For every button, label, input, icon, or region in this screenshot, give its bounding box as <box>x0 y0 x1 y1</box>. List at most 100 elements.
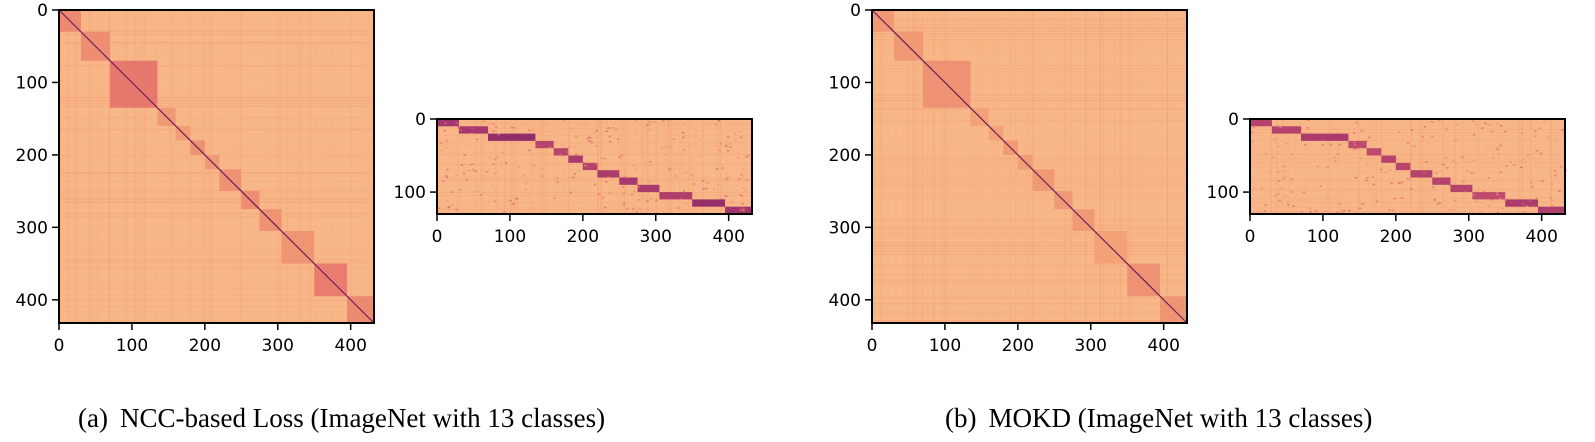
noise-col <box>620 119 623 214</box>
speckle <box>532 164 536 167</box>
noise-col <box>1550 119 1552 214</box>
speckle <box>1348 210 1351 212</box>
speckle <box>635 132 639 134</box>
noise-col <box>655 119 658 214</box>
speckle <box>1442 123 1445 125</box>
speckle <box>1541 180 1544 182</box>
noise-row <box>872 114 1187 116</box>
speckle <box>1451 209 1454 211</box>
noise-col <box>544 119 547 214</box>
noise-row <box>59 192 374 194</box>
speckle <box>604 206 607 209</box>
speckle <box>1463 191 1467 193</box>
noise-col <box>673 119 675 214</box>
noise-col <box>693 119 696 214</box>
speckle <box>717 183 720 186</box>
noise-col <box>556 119 559 214</box>
noise-col <box>1512 119 1514 214</box>
speckle <box>701 180 705 182</box>
noise-col <box>1419 119 1421 214</box>
noise-row <box>872 62 1187 64</box>
noise-col <box>600 119 602 214</box>
speckle <box>1445 129 1448 132</box>
noise-row <box>872 181 1187 183</box>
noise-row <box>872 143 1187 145</box>
noise-col <box>1184 10 1186 323</box>
speckle <box>632 164 635 166</box>
noise-row <box>1250 187 1565 189</box>
speckle <box>510 140 514 142</box>
speckle <box>1436 203 1440 205</box>
speckle <box>1520 166 1523 169</box>
speckle <box>1538 127 1542 129</box>
speckle <box>575 153 578 156</box>
noise-col <box>1119 10 1122 323</box>
speckle <box>1422 191 1426 193</box>
speckle <box>1355 121 1359 124</box>
speckle <box>569 127 573 129</box>
noise-col <box>915 10 918 323</box>
noise-col <box>982 10 985 323</box>
noise-row <box>872 178 1187 180</box>
noise-row <box>872 39 1187 41</box>
noise-row <box>59 149 374 151</box>
noise-col <box>568 119 570 214</box>
speckle <box>1498 197 1502 200</box>
speckle <box>1481 209 1484 212</box>
noise-row <box>1250 200 1565 202</box>
noise-row <box>1250 171 1565 173</box>
noise-col <box>1114 10 1116 323</box>
speckle <box>648 164 652 167</box>
noise-col <box>175 10 178 323</box>
noise-row <box>437 123 752 125</box>
speckle <box>1252 188 1256 190</box>
noise-row <box>872 47 1187 50</box>
speckle <box>471 168 475 171</box>
speckle <box>479 194 482 196</box>
speckle <box>1330 144 1333 146</box>
speckle <box>1472 194 1476 196</box>
noise-col <box>1320 119 1322 214</box>
noise-row <box>437 178 752 180</box>
class-block <box>1538 206 1565 214</box>
class-block <box>1271 126 1302 134</box>
speckle <box>1420 139 1424 142</box>
speckle <box>1333 127 1336 129</box>
speckle <box>1539 152 1543 155</box>
speckle <box>1524 161 1527 163</box>
noise-row <box>437 124 752 126</box>
noise-row <box>872 192 1187 194</box>
noise-row <box>59 282 374 284</box>
class-block <box>1250 119 1272 127</box>
speckle <box>524 188 527 191</box>
speckle <box>446 199 449 201</box>
y-tick-label: 300 <box>829 218 861 238</box>
speckle <box>1495 123 1499 125</box>
noise-row <box>59 21 374 23</box>
speckle <box>597 193 601 195</box>
speckle <box>1438 180 1441 182</box>
caption-b-text: MOKD (ImageNet with 13 classes) <box>988 403 1373 433</box>
speckle <box>503 211 506 213</box>
speckle <box>512 202 515 205</box>
noise-col <box>477 119 480 214</box>
speckle <box>482 149 485 151</box>
speckle <box>440 149 444 151</box>
noise-row <box>872 296 1187 299</box>
speckle <box>455 174 459 176</box>
speckle <box>459 129 462 132</box>
heatmap-b-right: 0 100 200 300 400 0 100 <box>1207 110 1567 247</box>
speckle <box>742 208 745 211</box>
noise-row <box>872 198 1187 200</box>
speckle <box>576 170 580 172</box>
noise-col <box>617 119 620 214</box>
speckle <box>635 119 639 121</box>
speckle <box>470 132 473 135</box>
speckle <box>609 140 612 143</box>
speckle <box>1503 200 1507 202</box>
speckle <box>566 151 570 153</box>
noise-row <box>59 253 374 255</box>
noise-col <box>997 10 999 323</box>
speckle <box>1283 170 1286 172</box>
speckle <box>662 119 665 122</box>
